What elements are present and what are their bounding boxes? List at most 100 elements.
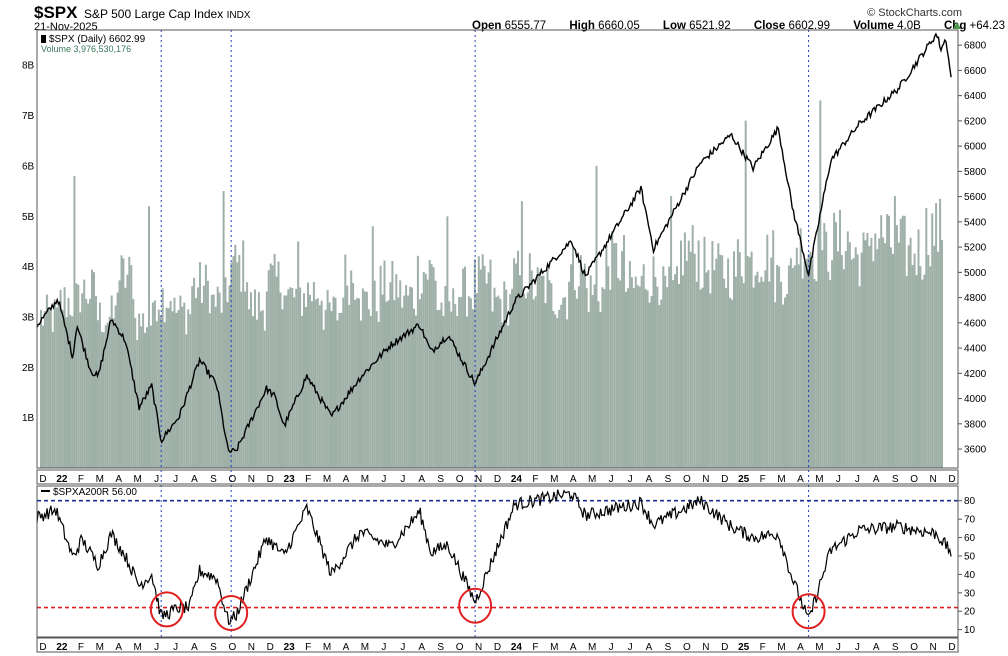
volume-bar (252, 316, 254, 468)
volume-bar (524, 298, 527, 468)
volume-bar (108, 316, 111, 468)
x-tick-label-bottom: A (646, 642, 653, 653)
volume-bar (273, 253, 276, 468)
price-tick-label: 3600 (964, 445, 987, 456)
volume-bar (642, 264, 645, 468)
indicator-line (36, 489, 952, 625)
volume-bar (83, 279, 86, 468)
x-tick-label-bottom: M (815, 642, 823, 653)
volume-bar (544, 303, 547, 468)
volume-bar (201, 303, 203, 468)
volume-bar (564, 297, 567, 468)
volume-bar (326, 289, 329, 468)
volume-bar (61, 309, 64, 468)
volume-bar (96, 320, 99, 468)
volume-bar (489, 259, 492, 468)
volume-tick-label: 4B (22, 262, 35, 273)
volume-bar (49, 309, 52, 468)
volume-bar (263, 330, 266, 468)
volume-bar (731, 299, 733, 468)
volume-bar (517, 250, 519, 468)
volume-bar (652, 256, 655, 468)
x-tick-label-bottom: O (228, 642, 236, 653)
x-tick-label-top: D (267, 474, 274, 485)
volume-bar (45, 294, 48, 468)
volume-bar (344, 254, 347, 468)
volume-bar (446, 216, 449, 468)
price-tick-label: 5400 (964, 217, 987, 228)
volume-bar (848, 242, 851, 468)
price-tick-label: 5000 (964, 268, 987, 279)
volume-bar (587, 312, 590, 468)
volume-bar (218, 292, 221, 468)
x-tick-label-bottom: J (609, 642, 614, 653)
volume-bar (71, 316, 74, 468)
volume-bar (414, 315, 417, 468)
volume-bar (403, 295, 406, 468)
volume-bar (509, 294, 512, 468)
volume-bar (122, 258, 125, 468)
x-tick-label-bottom: J (400, 642, 405, 653)
volume-bar (75, 283, 78, 468)
volume-bar (683, 232, 686, 468)
volume-bar (554, 314, 557, 468)
volume-bar (381, 294, 384, 468)
open-value: 6555.77 (504, 20, 547, 32)
x-tick-label-top: S (210, 474, 217, 485)
volume-bar (856, 254, 859, 468)
x-tick-label-top: M (134, 474, 142, 485)
indicator-tick-label: 60 (964, 533, 976, 544)
x-tick-label-bottom: M (134, 642, 142, 653)
x-tick-label-top: 25 (738, 474, 750, 485)
volume-bar (210, 294, 213, 468)
x-tick-label-bottom: D (494, 642, 501, 653)
x-tick-label-top: M (588, 474, 596, 485)
volume-bar (862, 232, 865, 468)
x-tick-label-top: A (570, 474, 577, 485)
volume-bar (401, 307, 404, 468)
volume-bar (59, 289, 62, 468)
volume-bar (322, 329, 325, 468)
volume-bar (895, 225, 898, 468)
volume-bar (395, 274, 398, 468)
volume-bar (458, 296, 461, 468)
volume-bar (157, 309, 160, 468)
volume-bar (687, 240, 690, 468)
volume-bar (460, 297, 463, 468)
indicator-tick-label: 70 (964, 515, 976, 526)
volume-bar (257, 292, 260, 468)
x-tick-label-bottom: O (683, 642, 691, 653)
volume-bar (546, 268, 549, 468)
volume-bar (250, 292, 252, 468)
volume-bar (660, 299, 663, 468)
x-tick-label-bottom: A (418, 642, 425, 653)
brand-label: © StockCharts.com (867, 7, 962, 19)
volume-bar (499, 298, 502, 468)
volume-bar (485, 283, 488, 468)
volume-bar (295, 288, 298, 468)
volume-bar (69, 315, 72, 468)
low-label: Low (662, 20, 686, 32)
volume-bar (837, 251, 839, 468)
volume-bar (65, 317, 68, 468)
volume-bar (307, 282, 309, 468)
volume-bar (140, 326, 143, 468)
volume-bar (632, 288, 635, 468)
volume-bar (793, 265, 796, 468)
volume-bar (369, 315, 372, 468)
x-tick-label-bottom: J (836, 642, 841, 653)
volume-bar (47, 308, 50, 468)
volume-bar (927, 255, 930, 468)
volume-bar (466, 316, 468, 468)
volume-bar (701, 287, 704, 468)
volume-bar (242, 240, 245, 468)
price-series (36, 32, 952, 453)
volume-bar (725, 288, 728, 468)
volume-bar (246, 282, 249, 468)
volume-bar (607, 266, 610, 468)
volume-bar (899, 218, 902, 468)
volume-bar (839, 210, 841, 468)
volume-bar (748, 257, 751, 468)
indicator-panel-frame (36, 485, 959, 638)
x-tick-label-bottom: M (323, 642, 331, 653)
